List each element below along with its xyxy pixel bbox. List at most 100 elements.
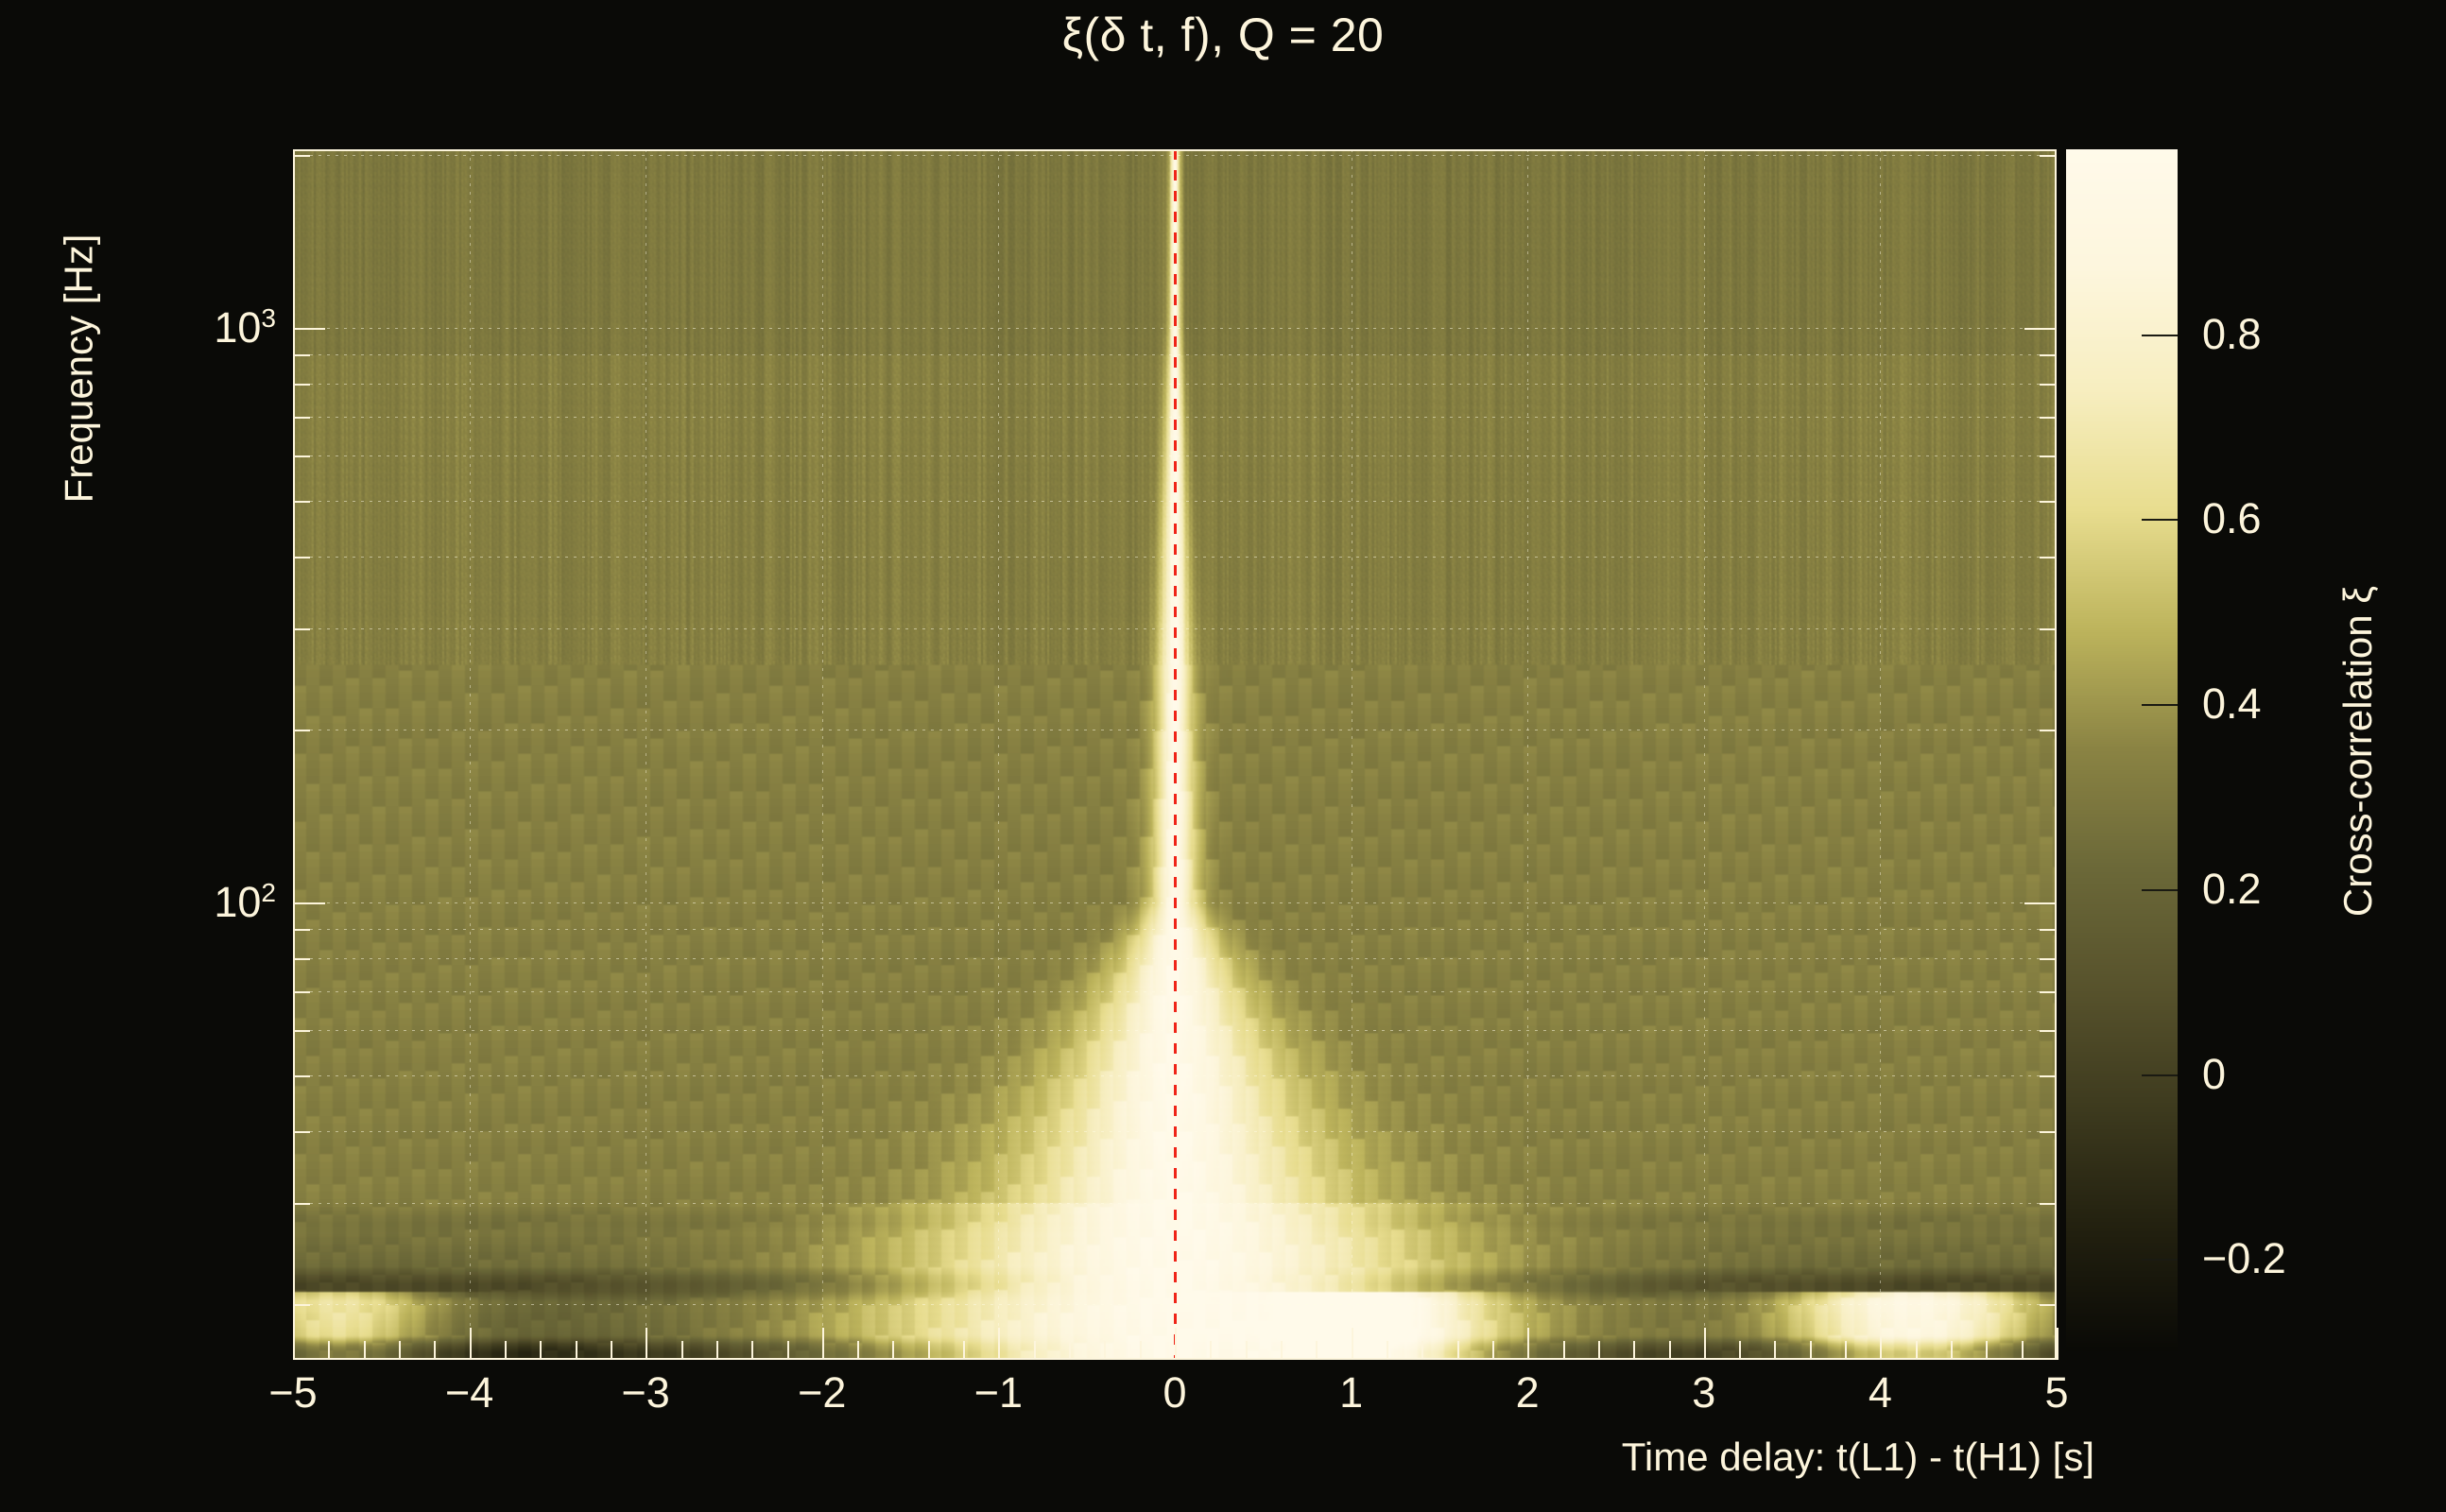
y-tick-right (2040, 1203, 2057, 1205)
y-tick-minor (293, 417, 310, 420)
x-axis-title: Time delay: t(L1) - t(H1) [s] (1621, 1435, 2094, 1479)
x-tick-label: −3 (621, 1368, 670, 1417)
x-tick-minor (540, 1341, 543, 1360)
y-tick-minor (293, 557, 310, 559)
colorbar-tick-label: 0.6 (2202, 494, 2262, 543)
x-tick-minor (1069, 1341, 1071, 1360)
y-tick-right (2040, 628, 2057, 631)
x-tick-minor (328, 1341, 331, 1360)
x-tick-minor (1845, 1341, 1848, 1360)
colorbar-title: Cross-correlation ξ (2334, 151, 2382, 1351)
x-tick-minor (1456, 1341, 1459, 1360)
y-tick-minor (293, 155, 310, 158)
x-tick-minor (575, 1341, 577, 1360)
x-tick-minor (1739, 1341, 1742, 1360)
y-tick-right (2040, 354, 2057, 357)
x-tick-minor (1491, 1341, 1494, 1360)
y-tick-right (2024, 902, 2057, 905)
x-tick-minor (1809, 1341, 1812, 1360)
colorbar (2066, 149, 2178, 1351)
x-tick-label: −4 (444, 1368, 494, 1417)
colorbar-tick-label: 0.4 (2202, 679, 2262, 729)
y-tick-right (2040, 417, 2057, 420)
y-axis-title: Frequency [Hz] (56, 151, 100, 586)
y-tick-right (2040, 958, 2057, 961)
colorbar-tick (2142, 1074, 2178, 1076)
x-tick-minor (1386, 1341, 1388, 1360)
x-tick-minor (1951, 1341, 1953, 1360)
x-tick-minor (963, 1341, 966, 1360)
y-tick-right (2040, 1304, 2057, 1307)
y-tick-major (293, 902, 325, 905)
y-tick-right (2040, 501, 2057, 504)
x-tick-minor (1915, 1341, 1918, 1360)
x-tick-label: 5 (2044, 1368, 2069, 1417)
colorbar-tick (2142, 888, 2178, 891)
x-tick-major (1880, 1328, 1883, 1360)
x-tick-minor (1139, 1341, 1142, 1360)
y-tick-minor (293, 929, 310, 931)
x-tick-major (1527, 1328, 1530, 1360)
y-tick-label: 102 (214, 878, 276, 927)
x-tick-minor (363, 1341, 366, 1360)
x-tick-label: 1 (1339, 1368, 1364, 1417)
y-tick-minor (293, 1304, 310, 1307)
y-tick-minor (293, 958, 310, 961)
x-tick-major (1351, 1328, 1353, 1360)
colorbar-tick (2142, 1259, 2178, 1262)
x-tick-label: −2 (798, 1368, 847, 1417)
y-tick-minor (293, 1075, 310, 1078)
x-tick-minor (434, 1341, 437, 1360)
x-tick-major (1703, 1328, 1706, 1360)
y-tick-label-exponent: 3 (261, 303, 276, 334)
x-tick-minor (680, 1341, 683, 1360)
y-tick-minor (293, 384, 310, 387)
x-tick-minor (1597, 1341, 1600, 1360)
y-tick-label-exponent: 2 (261, 878, 276, 908)
y-axis-title-text: Frequency [Hz] (56, 233, 100, 504)
y-tick-right (2040, 1131, 2057, 1134)
x-tick-minor (1986, 1341, 1989, 1360)
y-tick-major (293, 328, 325, 331)
x-tick-minor (1210, 1341, 1213, 1360)
x-tick-minor (1281, 1341, 1283, 1360)
x-tick-minor (1562, 1341, 1565, 1360)
x-tick-major (469, 1328, 472, 1360)
x-tick-major (998, 1328, 1001, 1360)
x-tick-label: −5 (268, 1368, 318, 1417)
x-tick-minor (399, 1341, 401, 1360)
x-tick-minor (2021, 1341, 2024, 1360)
x-tick-minor (1316, 1341, 1318, 1360)
y-tick-right (2040, 384, 2057, 387)
x-tick-label: 0 (1163, 1368, 1187, 1417)
x-tick-major (821, 1328, 824, 1360)
y-tick-right (2040, 455, 2057, 458)
y-tick-right (2040, 929, 2057, 931)
y-tick-minor (293, 455, 310, 458)
x-tick-major (293, 1328, 295, 1360)
y-tick-minor (293, 628, 310, 631)
y-tick-minor (293, 1030, 310, 1032)
x-tick-minor (504, 1341, 507, 1360)
y-tick-right (2040, 1075, 2057, 1078)
colorbar-tick-label: 0.2 (2202, 864, 2262, 913)
x-tick-minor (610, 1341, 612, 1360)
y-tick-right (2040, 557, 2057, 559)
y-tick-right (2040, 155, 2057, 158)
x-tick-major (646, 1328, 648, 1360)
colorbar-tick (2142, 519, 2178, 522)
x-tick-minor (1104, 1341, 1107, 1360)
colorbar-title-text: Cross-correlation ξ (2335, 585, 2381, 918)
x-tick-minor (1668, 1341, 1671, 1360)
y-tick-label-base: 10 (214, 303, 262, 352)
colorbar-tick (2142, 334, 2178, 336)
y-tick-minor (293, 1203, 310, 1205)
x-tick-label: −1 (973, 1368, 1024, 1417)
y-tick-right (2040, 1030, 2057, 1032)
colorbar-tick-label: −0.2 (2202, 1234, 2286, 1283)
y-tick-label-base: 10 (214, 878, 262, 927)
x-tick-minor (1033, 1341, 1036, 1360)
x-tick-minor (715, 1341, 718, 1360)
x-tick-minor (1245, 1341, 1248, 1360)
